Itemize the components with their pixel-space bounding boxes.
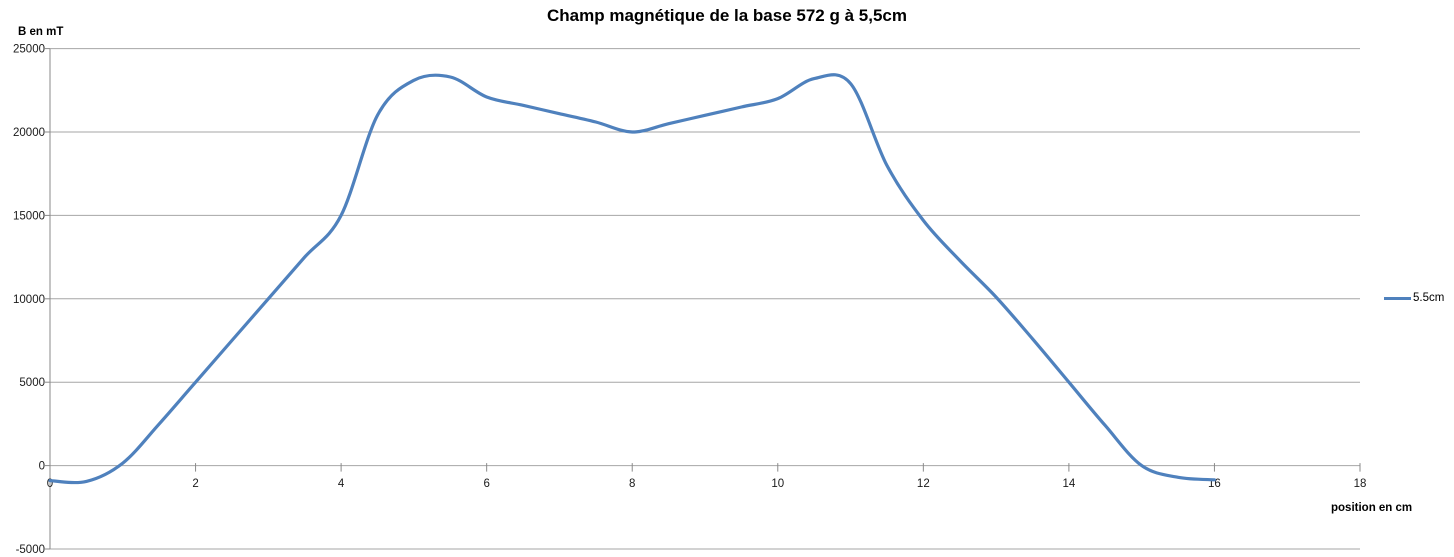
- y-tick-label: 0: [39, 461, 45, 473]
- chart-title: Champ magnétique de la base 572 g à 5,5c…: [547, 6, 907, 25]
- y-tick-label: 10000: [13, 294, 45, 306]
- x-tick-label: 4: [338, 478, 345, 490]
- x-tick-label: 0: [47, 478, 53, 490]
- y-tick-label: -5000: [16, 544, 45, 556]
- legend-label: 5.5cm: [1413, 292, 1445, 304]
- y-axis-title: B en mT: [18, 26, 64, 38]
- series-line: [48, 73, 1216, 485]
- y-tick-label: 15000: [13, 210, 45, 222]
- x-tick-label: 8: [629, 478, 635, 490]
- x-tick-label: 14: [1062, 478, 1075, 490]
- y-tick-label: 5000: [19, 377, 45, 389]
- x-tick-label: 18: [1354, 478, 1367, 490]
- x-tick-label: 2: [192, 478, 198, 490]
- x-tick-label: 10: [771, 478, 784, 490]
- legend: 5.5cm: [1384, 292, 1444, 305]
- x-axis-title: position en cm: [1331, 502, 1413, 514]
- legend-line-sample-icon: [1384, 297, 1411, 300]
- x-tick-label: 6: [483, 478, 489, 490]
- y-tick-label: 20000: [13, 127, 45, 139]
- x-tick-label: 12: [917, 478, 930, 490]
- y-tick-label: 25000: [13, 44, 45, 56]
